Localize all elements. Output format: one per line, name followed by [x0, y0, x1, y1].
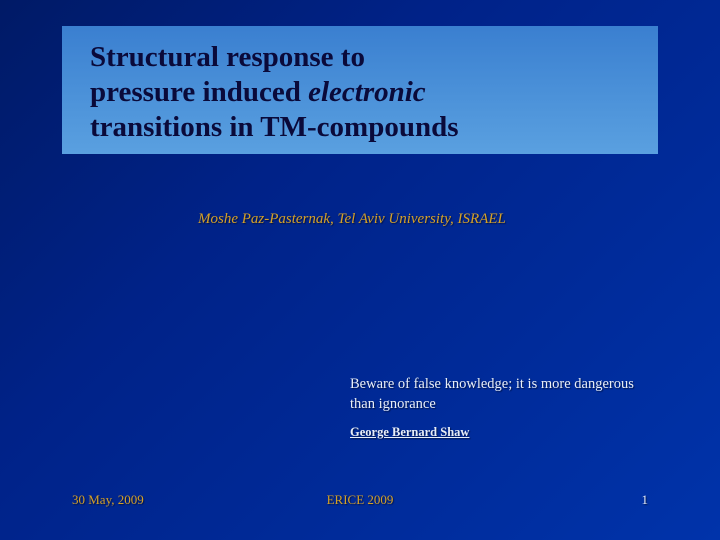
- footer-date: 30 May, 2009: [72, 492, 144, 508]
- author-line: Moshe Paz-Pasternak, Tel Aviv University…: [198, 211, 506, 228]
- title-line3: transitions in TM-compounds: [90, 111, 459, 143]
- slide-title: Structural response to pressure induced …: [90, 40, 638, 144]
- title-box: Structural response to pressure induced …: [62, 26, 658, 154]
- footer-page-number: 1: [642, 492, 649, 508]
- title-line2-italic: electronic: [308, 76, 426, 108]
- quote-attribution: George Bernard Shaw: [350, 425, 660, 440]
- quote-text: Beware of false knowledge; it is more da…: [350, 375, 660, 414]
- title-line2-pre: pressure induced: [90, 76, 308, 108]
- title-line1: Structural response to: [90, 41, 365, 73]
- quote-block: Beware of false knowledge; it is more da…: [350, 375, 660, 440]
- footer-center: ERICE 2009: [327, 492, 394, 508]
